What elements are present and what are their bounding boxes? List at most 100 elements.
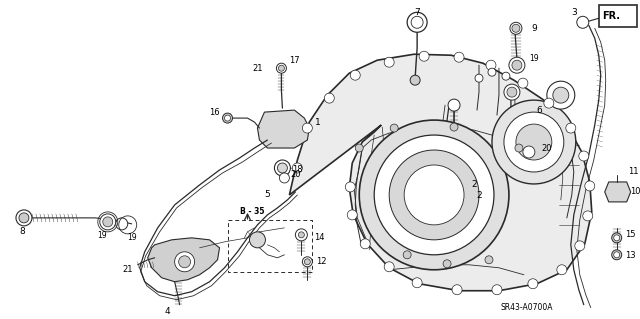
Circle shape xyxy=(324,93,334,103)
Circle shape xyxy=(528,279,538,289)
Circle shape xyxy=(305,259,310,265)
Text: B - 35: B - 35 xyxy=(240,207,265,216)
Circle shape xyxy=(389,150,479,240)
Text: 6: 6 xyxy=(536,106,541,115)
Circle shape xyxy=(103,217,113,227)
Circle shape xyxy=(302,257,312,267)
Bar xyxy=(228,220,312,272)
Bar xyxy=(599,5,637,27)
Text: 18: 18 xyxy=(292,166,303,174)
Polygon shape xyxy=(605,182,630,202)
Circle shape xyxy=(412,278,422,288)
Circle shape xyxy=(360,239,370,249)
Circle shape xyxy=(116,218,128,230)
Circle shape xyxy=(518,78,528,88)
Circle shape xyxy=(504,84,520,100)
Circle shape xyxy=(296,229,307,241)
Text: 19: 19 xyxy=(529,54,539,63)
Circle shape xyxy=(583,211,593,221)
Text: 21: 21 xyxy=(252,64,262,73)
Text: SR43-A0700A: SR43-A0700A xyxy=(500,303,553,312)
Circle shape xyxy=(450,123,458,131)
Circle shape xyxy=(553,87,569,103)
Text: 15: 15 xyxy=(625,230,636,239)
Circle shape xyxy=(612,233,621,243)
Circle shape xyxy=(384,57,394,67)
Circle shape xyxy=(223,113,232,123)
Text: 19: 19 xyxy=(127,233,136,242)
Text: 20: 20 xyxy=(541,144,552,152)
Circle shape xyxy=(454,52,464,62)
Circle shape xyxy=(523,146,535,158)
Text: 8: 8 xyxy=(19,227,25,236)
Circle shape xyxy=(384,262,394,272)
Circle shape xyxy=(407,12,427,32)
Circle shape xyxy=(298,232,305,238)
Text: 13: 13 xyxy=(625,251,636,260)
Circle shape xyxy=(275,160,291,176)
Circle shape xyxy=(348,210,357,220)
Text: FR.: FR. xyxy=(602,11,620,21)
Circle shape xyxy=(509,57,525,73)
Circle shape xyxy=(277,163,287,173)
Circle shape xyxy=(390,124,398,132)
Circle shape xyxy=(448,99,460,111)
Circle shape xyxy=(250,232,266,248)
Circle shape xyxy=(175,252,195,272)
Text: 17: 17 xyxy=(289,56,300,65)
Circle shape xyxy=(507,87,517,97)
Circle shape xyxy=(443,260,451,268)
Polygon shape xyxy=(289,54,592,291)
Circle shape xyxy=(475,74,483,82)
Circle shape xyxy=(292,163,302,173)
Circle shape xyxy=(544,98,554,108)
Circle shape xyxy=(486,60,496,70)
Circle shape xyxy=(403,251,411,259)
Circle shape xyxy=(579,151,589,161)
Circle shape xyxy=(614,235,620,241)
Text: 1: 1 xyxy=(314,118,320,127)
Circle shape xyxy=(585,181,595,191)
Circle shape xyxy=(355,144,364,152)
Circle shape xyxy=(452,285,462,295)
Circle shape xyxy=(488,68,496,76)
Polygon shape xyxy=(623,11,635,21)
Circle shape xyxy=(557,265,567,275)
Text: 3: 3 xyxy=(571,8,577,17)
Text: 19: 19 xyxy=(97,231,107,240)
Text: 5: 5 xyxy=(264,190,270,199)
Circle shape xyxy=(577,16,589,28)
Circle shape xyxy=(280,173,289,183)
Circle shape xyxy=(225,115,230,121)
Circle shape xyxy=(179,256,191,268)
Circle shape xyxy=(485,256,493,264)
Circle shape xyxy=(504,112,564,172)
Text: 21: 21 xyxy=(122,265,133,274)
Circle shape xyxy=(359,120,509,270)
Circle shape xyxy=(16,210,32,226)
Circle shape xyxy=(302,123,312,133)
Polygon shape xyxy=(148,238,220,282)
Text: 4: 4 xyxy=(165,307,170,316)
Circle shape xyxy=(502,72,510,80)
Circle shape xyxy=(404,165,464,225)
Circle shape xyxy=(345,182,355,192)
Circle shape xyxy=(547,81,575,109)
Circle shape xyxy=(19,213,29,223)
Text: 14: 14 xyxy=(314,233,324,242)
Text: 2: 2 xyxy=(476,191,482,200)
Circle shape xyxy=(512,24,520,32)
Circle shape xyxy=(350,70,360,80)
Circle shape xyxy=(512,60,522,70)
Circle shape xyxy=(278,65,284,71)
Circle shape xyxy=(492,285,502,295)
Text: 11: 11 xyxy=(628,167,639,176)
Circle shape xyxy=(516,124,552,160)
Circle shape xyxy=(612,250,621,260)
Text: 10: 10 xyxy=(630,188,640,197)
Circle shape xyxy=(374,135,494,255)
Circle shape xyxy=(575,241,585,251)
Text: 20: 20 xyxy=(290,170,301,180)
Polygon shape xyxy=(257,110,309,148)
Circle shape xyxy=(510,22,522,34)
